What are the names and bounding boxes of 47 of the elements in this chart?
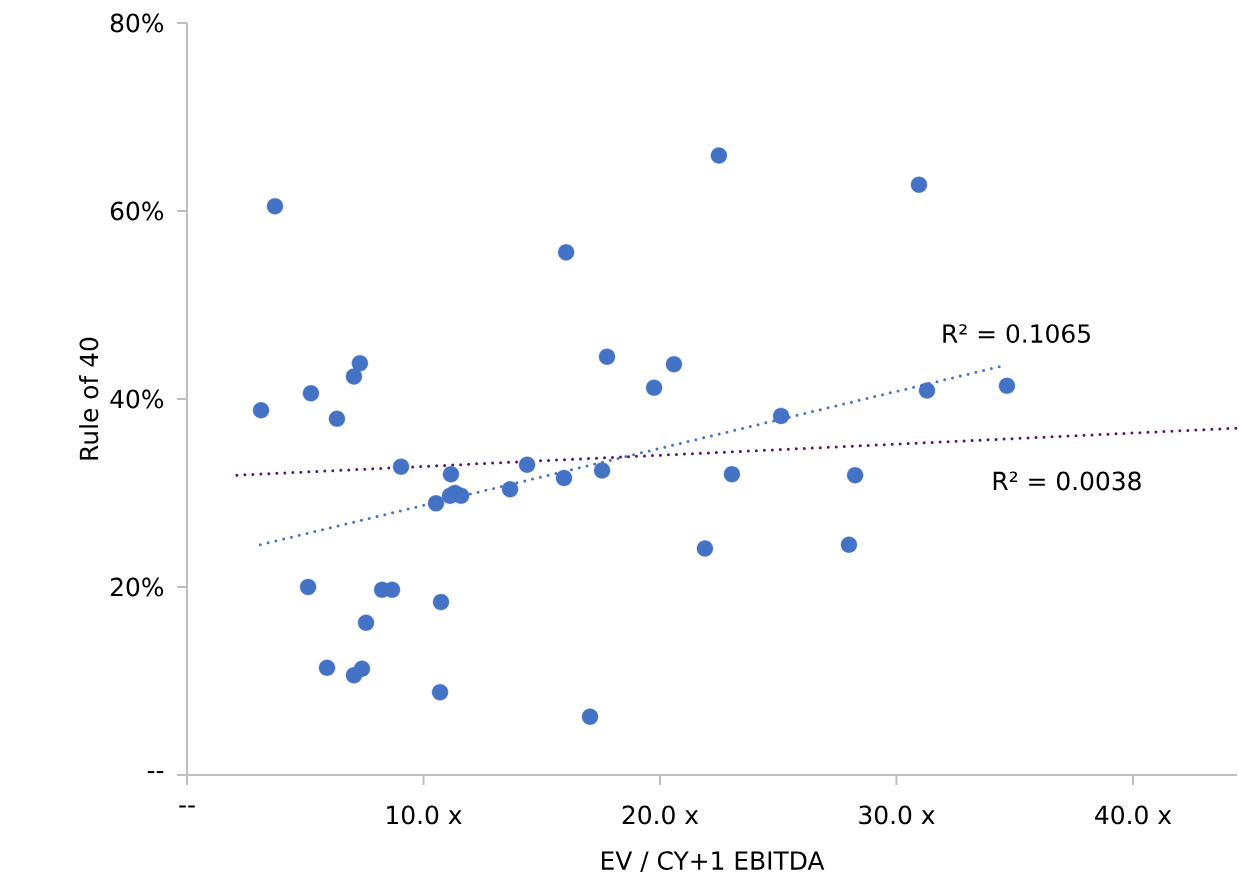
y-tick-label: 40% xyxy=(110,389,164,409)
point xyxy=(328,410,346,427)
point xyxy=(696,540,714,557)
y-tick-label: 80% xyxy=(110,13,164,33)
x-tick-label: -- xyxy=(179,805,195,808)
x-tick-label: 40.0 x xyxy=(1095,805,1172,825)
point xyxy=(442,466,460,483)
point xyxy=(302,385,320,402)
point xyxy=(392,458,410,475)
y-tick-label: 20% xyxy=(110,577,164,597)
point xyxy=(427,495,445,512)
point xyxy=(431,684,449,701)
point xyxy=(501,481,519,498)
point xyxy=(351,355,369,372)
point xyxy=(918,382,936,399)
point xyxy=(518,456,536,473)
point xyxy=(357,614,375,631)
point xyxy=(353,660,371,677)
annotation: R² = 0.1065 xyxy=(943,324,1090,343)
point xyxy=(266,198,284,215)
point xyxy=(665,356,683,373)
point xyxy=(432,593,450,611)
y-axis-title: Rule of 40 xyxy=(79,337,99,460)
point xyxy=(593,462,611,479)
y-tick-label: 60% xyxy=(110,201,164,221)
point xyxy=(598,348,616,365)
point xyxy=(772,407,790,425)
point xyxy=(252,402,270,419)
point xyxy=(645,379,663,396)
point xyxy=(555,469,573,487)
point xyxy=(723,466,741,483)
x-tick-label: 30.0 x xyxy=(859,805,935,825)
point xyxy=(846,466,864,484)
x-axis-title: EV / CY+1 EBITDA xyxy=(601,851,825,872)
x-tick-label: 10.0 x xyxy=(387,805,462,825)
point xyxy=(910,176,928,193)
point xyxy=(710,147,728,164)
point xyxy=(557,244,575,261)
point xyxy=(345,368,363,385)
annotation: R² = 0.0038 xyxy=(993,471,1141,491)
point xyxy=(299,578,317,596)
x-tick-label: 20.0 x xyxy=(622,805,699,825)
point xyxy=(581,708,599,725)
point xyxy=(998,377,1016,395)
y-tick-label: -- xyxy=(147,771,164,774)
point xyxy=(840,536,858,553)
point xyxy=(318,659,336,677)
